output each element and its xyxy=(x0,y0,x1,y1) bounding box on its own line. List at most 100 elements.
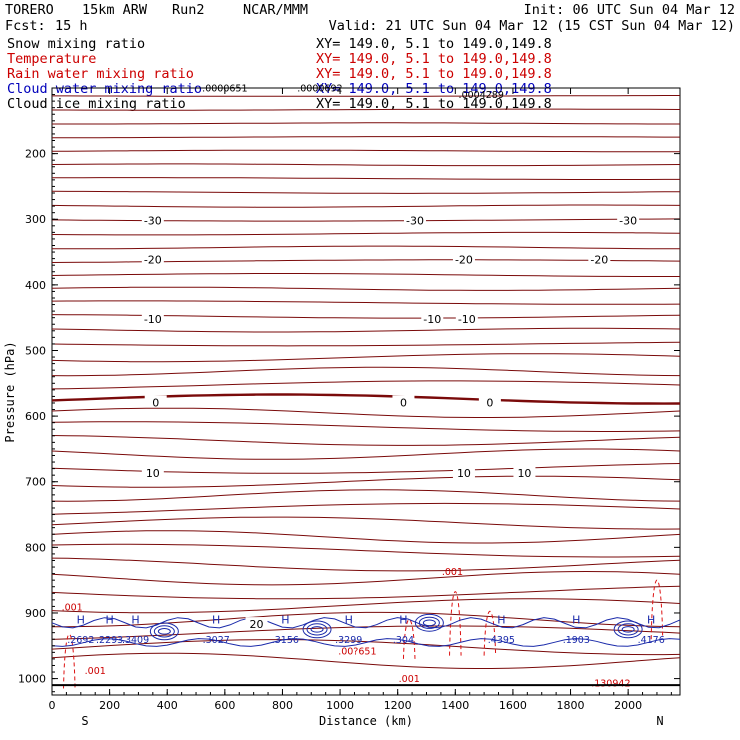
cloud-max-H: H xyxy=(212,613,220,626)
rain-contour xyxy=(650,580,664,640)
valid-time: Valid: 21 UTC Sun 04 Mar 12 (15 CST Sun … xyxy=(329,18,735,34)
temperature-isotherms xyxy=(51,95,681,669)
isotherm xyxy=(51,353,681,363)
isotherm xyxy=(51,435,681,446)
legend-xy: XY= 149.0, 5.1 to 149.0,149.8 xyxy=(316,81,552,97)
isotherm-label-bg xyxy=(144,395,167,408)
fcst-value: 15 h xyxy=(55,18,88,34)
model-name: TORERO xyxy=(5,2,54,18)
y-tick-label: 300 xyxy=(25,213,46,226)
isotherm-label: -30 xyxy=(619,215,637,228)
isotherm-label: -10 xyxy=(423,313,441,326)
rain-label: .001 xyxy=(85,666,106,677)
legend-xy: XY= 149.0, 5.1 to 149.0,149.8 xyxy=(316,96,552,112)
legend-xy: XY= 149.0, 5.1 to 149.0,149.8 xyxy=(316,51,552,67)
cloud-water-cell xyxy=(149,622,179,641)
x-tick-label: 400 xyxy=(157,699,178,712)
x-tick-label: 1600 xyxy=(499,699,527,712)
cloud-max-value: .1903 xyxy=(563,635,590,646)
cloud-max-value: .4176 xyxy=(638,635,665,646)
x-tick-label: 1200 xyxy=(384,699,412,712)
cloud-water-cell xyxy=(310,626,324,633)
cloud-water-cell xyxy=(414,613,444,632)
isotherm xyxy=(51,502,681,515)
legend-label: Cloud water mixing ratio xyxy=(7,81,202,97)
y-tick-label: 400 xyxy=(25,279,46,292)
cloud-water-cell xyxy=(422,619,436,627)
center-label: NCAR/MMM xyxy=(243,2,308,18)
isotherm xyxy=(51,149,680,153)
isotherm xyxy=(51,286,681,291)
rain-label: .001 xyxy=(442,567,463,578)
isotherm xyxy=(51,341,681,347)
isotherm xyxy=(51,190,681,194)
cloud-max-value: .3299 xyxy=(335,635,362,646)
isotherm xyxy=(51,652,681,669)
cloud-max-value: .2692 xyxy=(67,635,94,646)
snow-ice-label: .0000692 xyxy=(297,83,342,94)
x-tick-label: 1800 xyxy=(557,699,585,712)
cloud-water-contours xyxy=(51,613,681,647)
y-tick-label: 500 xyxy=(25,344,46,357)
isotherm xyxy=(51,489,681,502)
isotherm-label-bg xyxy=(403,213,426,226)
x-tick-label: 200 xyxy=(99,699,120,712)
rain-label: .001 xyxy=(62,602,83,613)
isotherm xyxy=(51,421,681,432)
isotherm xyxy=(51,300,681,305)
cloud-max-value: .4395 xyxy=(488,635,515,646)
isotherm xyxy=(52,611,681,628)
isotherm xyxy=(51,273,680,277)
isotherm-label-bg xyxy=(141,252,164,265)
isotherm xyxy=(51,448,681,460)
x-tick-label: 600 xyxy=(214,699,235,712)
isotherm xyxy=(51,327,681,333)
rain-label: .00?651 xyxy=(338,646,376,657)
cloud-max-value: .3409 xyxy=(122,635,149,646)
isotherm xyxy=(51,530,681,544)
cloud-max-H: H xyxy=(497,613,505,626)
cloud-water-cell xyxy=(157,628,171,635)
legend-xy: XY= 149.0, 5.1 to 149.0,149.8 xyxy=(316,36,552,52)
y-tick-label: 200 xyxy=(25,148,46,161)
isotherm-label-bg xyxy=(141,466,164,479)
isotherm-label: -20 xyxy=(590,253,608,266)
isotherm xyxy=(52,95,680,97)
cloud-water-cell xyxy=(617,623,639,636)
plot-frame xyxy=(51,87,681,696)
isotherm-label-bg xyxy=(617,213,640,226)
y-tick-label: 800 xyxy=(25,541,46,554)
isotherm xyxy=(52,108,681,111)
isotherm xyxy=(51,231,681,236)
cloud-max-value: .3156 xyxy=(272,635,299,646)
cloud-water-contour xyxy=(51,638,681,647)
cloud-max-H: H xyxy=(572,613,580,626)
cloud-max-H: H xyxy=(345,613,353,626)
rain-contour xyxy=(63,634,76,689)
rain-label: .130942 xyxy=(591,678,630,689)
isotherm-label-bg xyxy=(392,395,415,408)
isotherm-label-bg xyxy=(452,466,475,479)
isotherm xyxy=(51,204,681,208)
y-tick-label: 600 xyxy=(25,410,46,423)
legend-label: Cloud ice mixing ratio xyxy=(7,96,186,112)
isotherm-label-bg xyxy=(513,466,536,479)
cloud-max-H: H xyxy=(77,613,85,626)
isotherm xyxy=(51,380,681,390)
isotherm xyxy=(52,177,680,180)
isotherm-label: -30 xyxy=(406,215,424,228)
cloud-max-H: H xyxy=(105,613,113,626)
cloud-max-H: H xyxy=(399,613,407,626)
x-tick-label: 800 xyxy=(272,699,293,712)
isotherm-label: 10 xyxy=(146,467,160,480)
isotherm-label-bg xyxy=(455,311,478,324)
cloud-max-H: H xyxy=(647,613,655,626)
snow-ice-label: .0004289 xyxy=(459,90,504,101)
isotherm xyxy=(51,570,681,586)
isotherm xyxy=(51,585,681,600)
isotherm xyxy=(51,475,681,488)
isotherm xyxy=(52,122,680,125)
cloud-water-contour xyxy=(51,617,681,629)
isotherm-label: -10 xyxy=(144,313,162,326)
